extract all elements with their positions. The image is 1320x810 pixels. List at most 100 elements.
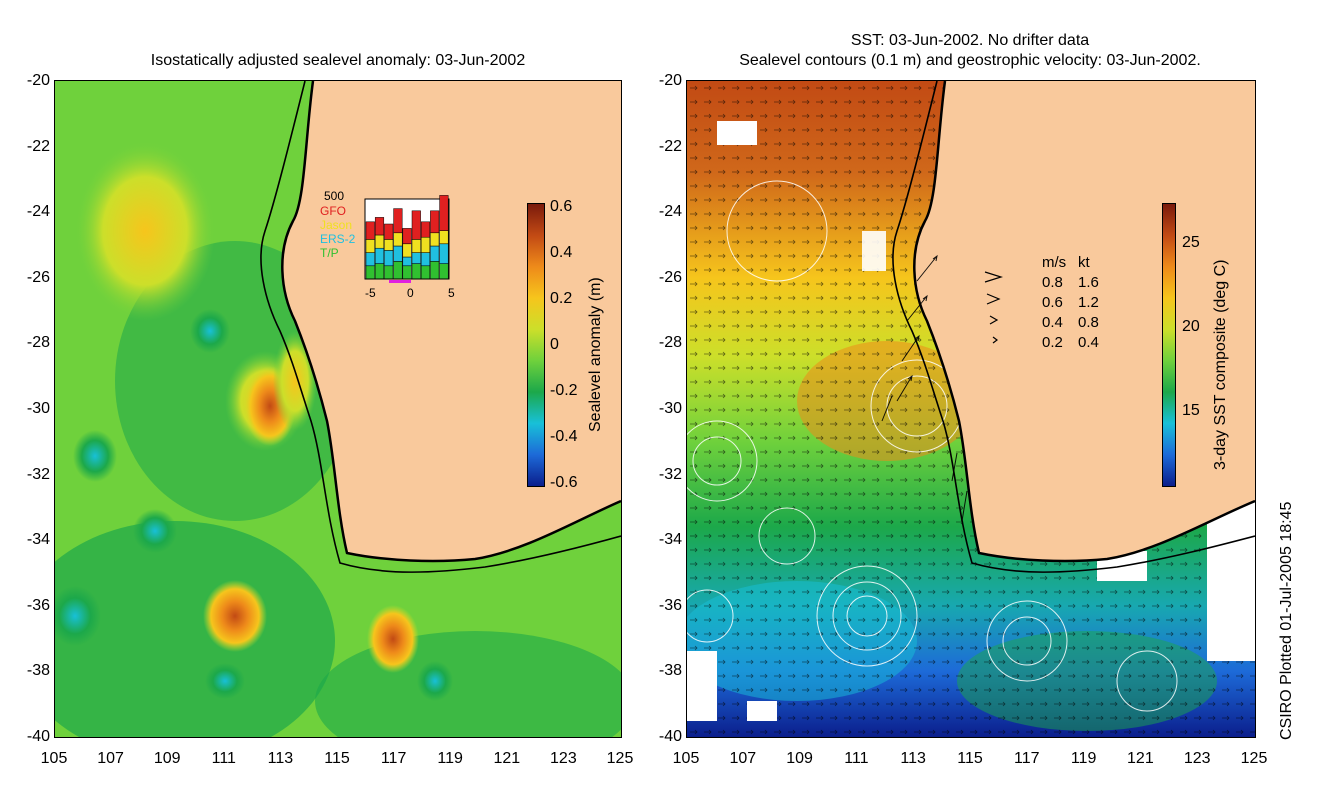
inset-bar-segment — [411, 210, 421, 240]
inset-bar-segment — [430, 245, 440, 262]
satellite-legend-item: T/P — [320, 246, 339, 260]
right-ytick-1: -22 — [658, 137, 682, 155]
left-ytick-2: -24 — [26, 203, 50, 221]
inset-bars — [365, 195, 449, 280]
left-cb-label-6: -0.6 — [550, 474, 578, 491]
left-ytick-5: -30 — [26, 400, 50, 417]
inset-bar-segment — [402, 265, 412, 280]
velocity-ms-value: 0.8 — [1042, 273, 1063, 291]
inset-bar-segment — [430, 261, 440, 280]
left-ytick-1: -22 — [26, 137, 50, 155]
inset-bar-segment — [393, 208, 403, 234]
left-ytick-4: -28 — [26, 334, 50, 352]
right-xtick-6: 117 — [1014, 750, 1040, 767]
velocity-kt-value: 0.8 — [1078, 313, 1099, 331]
inset-bar-segment — [384, 250, 394, 267]
left-ytick-8: -36 — [26, 596, 50, 614]
right-map-title-line1: SST: 03-Jun-2002. No drifter data — [850, 32, 1090, 49]
inset-bar-segment — [439, 230, 449, 245]
left-xtick-4: 113 — [267, 750, 294, 767]
inset-bar-segment — [411, 252, 421, 264]
left-ytick-10: -40 — [26, 728, 50, 745]
inset-bar-segment — [420, 265, 431, 280]
velocity-legend-row: 0.8 1.6 — [1006, 272, 1099, 292]
inset-bar-segment — [393, 261, 403, 280]
inset-bar-segment — [430, 210, 440, 234]
right-xtick-8: 121 — [1127, 750, 1154, 767]
satellite-legend-item: ERS-2 — [320, 232, 356, 246]
velocity-kt-value: 1.2 — [1078, 293, 1099, 311]
left-colorbar — [527, 203, 545, 487]
inset-y-label: 500 — [324, 189, 345, 203]
inset-bar-segment — [439, 195, 449, 231]
left-xtick-6: 117 — [380, 750, 407, 767]
satellite-legend: GFO Jason ERS-2 T/P — [320, 204, 355, 260]
inset-bar-segment — [365, 252, 375, 267]
velocity-legend-kt-header: kt — [1078, 253, 1090, 271]
inset-bar-segment — [374, 263, 385, 280]
inset-bar-segment — [384, 223, 394, 240]
left-ytick-9: -38 — [26, 662, 50, 680]
left-cb-label-2: 0.2 — [550, 290, 573, 307]
inset-bar-segment — [420, 236, 431, 253]
left-cb-label-4: -0.2 — [550, 382, 578, 399]
right-map-title-line2: Sealevel contours (0.1 m) and geostrophi… — [739, 52, 1201, 69]
velocity-legend-row: 0.2 0.4 — [1006, 332, 1099, 352]
inset-bar-segment — [439, 243, 449, 264]
left-xtick-9: 123 — [550, 750, 577, 767]
velocity-ms-value: 0.6 — [1042, 293, 1063, 311]
inset-xtick-5: 5 — [448, 286, 455, 300]
left-ytick-3: -26 — [26, 268, 50, 286]
satellite-legend-item: GFO — [320, 204, 346, 218]
right-xtick-5: 115 — [957, 750, 983, 767]
right-ytick-4: -28 — [658, 334, 682, 352]
inset-bar-segment — [439, 263, 449, 280]
velocity-ms-value: 0.4 — [1042, 313, 1063, 331]
inset-bar-segment — [365, 221, 375, 240]
right-ytick-7: -34 — [658, 531, 682, 549]
right-colorbar-title: 3-day SST composite (deg C) — [1212, 259, 1229, 470]
inset-bar-segment — [420, 252, 431, 267]
left-xtick-7: 119 — [437, 750, 463, 767]
right-cb-label-20: 20 — [1182, 318, 1200, 335]
left-map-title: Isostatically adjusted sealevel anomaly:… — [150, 52, 526, 69]
right-ytick-6: -32 — [658, 465, 682, 483]
inset-bar-segment — [402, 256, 412, 267]
left-xtick-1: 107 — [97, 750, 124, 767]
velocity-legend-row: 0.6 1.2 — [1006, 292, 1099, 312]
inset-bar-segment — [374, 217, 385, 236]
right-sst-map[interactable] — [686, 80, 1256, 738]
left-ytick-7: -34 — [26, 531, 50, 549]
left-xtick-2: 109 — [153, 750, 181, 767]
velocity-kt-value: 0.4 — [1078, 333, 1099, 351]
right-colorbar — [1162, 203, 1176, 487]
left-xtick-10: 125 — [606, 750, 634, 767]
left-xtick-0: 105 — [40, 750, 68, 767]
plot-timestamp: CSIRO Plotted 01-Jul-2005 18:45 — [1278, 501, 1295, 740]
inset-bar-segment — [411, 239, 421, 253]
inset-xtick-neg5: -5 — [365, 286, 376, 300]
inset-xtick-0: 0 — [407, 286, 414, 300]
right-cb-label-15: 15 — [1182, 402, 1200, 419]
velocity-kt-value: 1.6 — [1078, 273, 1099, 291]
velocity-legend: m/s kt 0.8 1.6 0.6 1.2 0.4 0.8 0.2 0.4 — [1006, 252, 1099, 352]
right-ytick-8: -36 — [658, 596, 682, 614]
right-xtick-7: 119 — [1070, 750, 1097, 767]
right-xtick-0: 105 — [672, 750, 700, 767]
left-ytick-6: -32 — [26, 465, 50, 483]
inset-bar-segment — [430, 232, 440, 247]
velocity-legend-ms-header: m/s — [1042, 253, 1067, 271]
inset-bar-segment — [402, 228, 412, 245]
left-xtick-5: 115 — [324, 750, 350, 767]
left-cb-label-3: 0 — [550, 336, 559, 353]
inset-bar-segment — [420, 221, 431, 238]
right-cb-label-25: 25 — [1182, 234, 1200, 251]
inset-bar-segment — [384, 265, 394, 280]
right-ytick-0: -20 — [658, 72, 682, 89]
right-xtick-4: 113 — [900, 750, 926, 767]
inset-bar-segment — [393, 232, 403, 247]
right-xtick-2: 109 — [786, 750, 813, 767]
inset-bar-segment — [402, 243, 412, 258]
left-cb-label-1: 0.4 — [550, 244, 573, 261]
inset-bar-segment — [374, 234, 385, 249]
